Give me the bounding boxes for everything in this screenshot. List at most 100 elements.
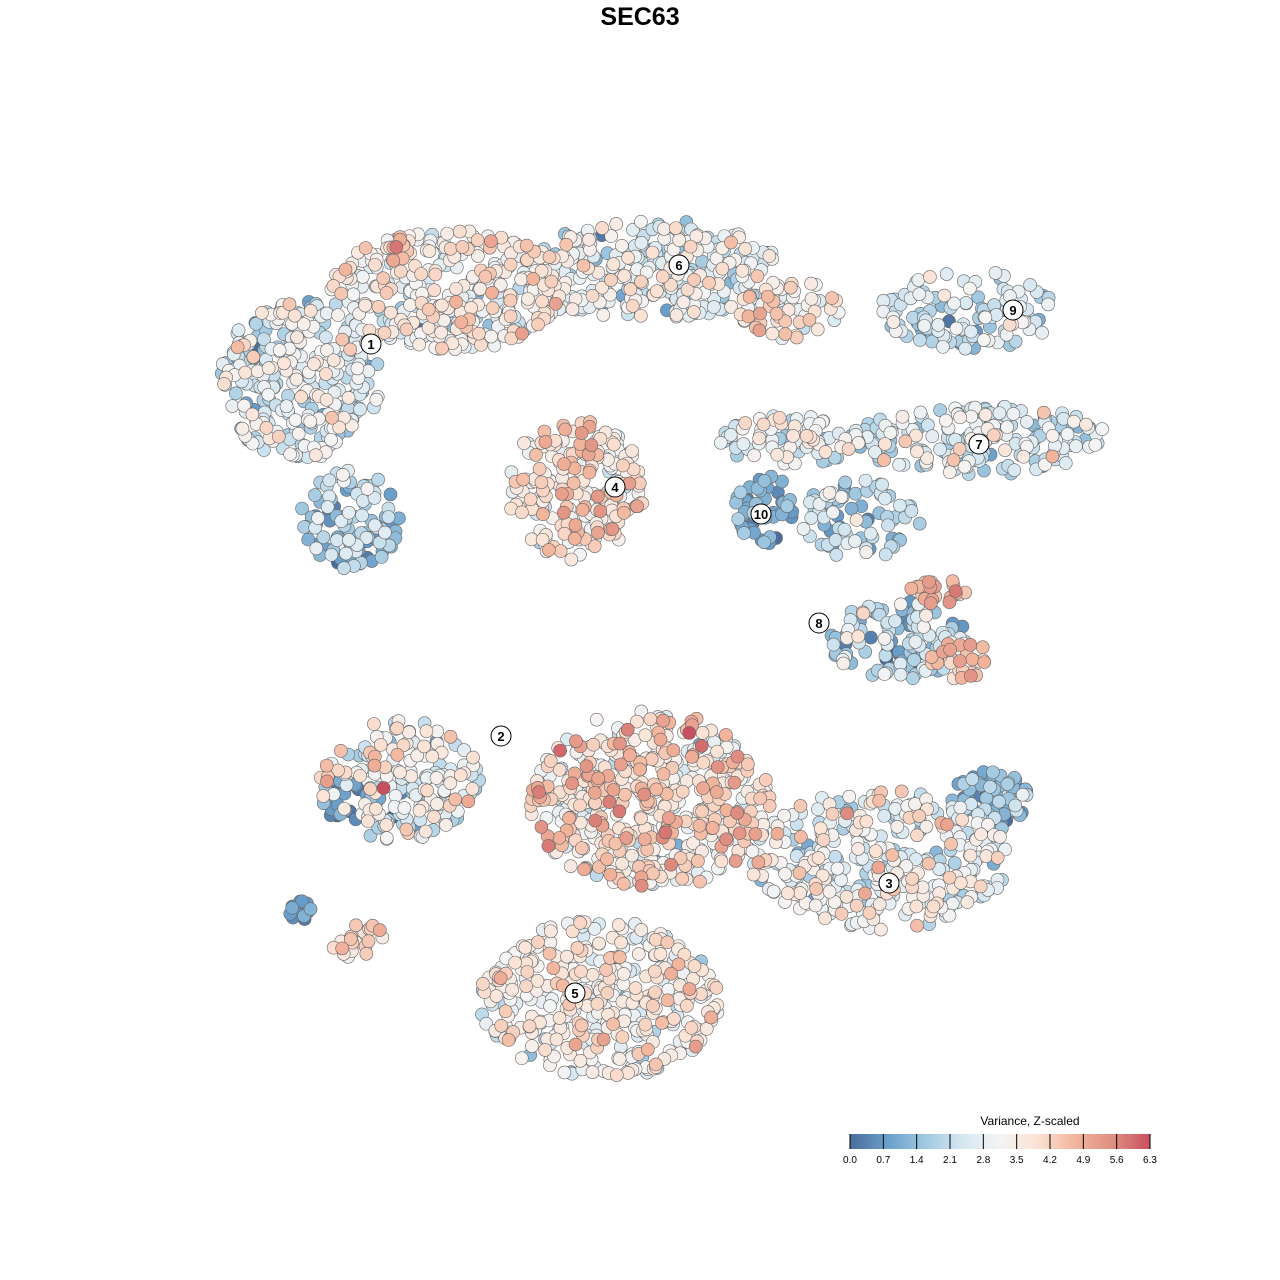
- data-point: [367, 758, 382, 773]
- data-point: [844, 501, 859, 516]
- data-point: [959, 296, 973, 310]
- data-point: [453, 768, 468, 782]
- data-point: [596, 308, 611, 322]
- data-point: [986, 765, 1000, 780]
- data-point: [653, 732, 668, 747]
- cluster-label: 1: [360, 333, 382, 355]
- data-point: [367, 518, 382, 533]
- data-point: [620, 722, 635, 737]
- data-point: [752, 431, 766, 446]
- data-point: [287, 308, 302, 323]
- data-point: [535, 294, 549, 309]
- data-point: [255, 306, 269, 320]
- data-point: [730, 806, 744, 820]
- data-point: [615, 856, 629, 871]
- data-point: [877, 453, 891, 467]
- data-point: [484, 234, 498, 248]
- data-point: [656, 713, 670, 728]
- data-point: [746, 867, 761, 882]
- data-point: [793, 799, 808, 813]
- legend-title: Variance, Z-scaled: [980, 1114, 1080, 1128]
- data-point: [811, 802, 825, 817]
- data-point: [973, 879, 988, 894]
- data-point: [531, 317, 545, 332]
- data-point: [602, 795, 617, 809]
- data-point: [655, 269, 670, 284]
- data-point: [793, 886, 807, 900]
- data-point: [910, 444, 924, 459]
- data-point: [341, 390, 356, 405]
- cluster-label-text: 7: [975, 437, 982, 452]
- data-point: [837, 522, 852, 537]
- data-point: [606, 257, 621, 271]
- data-point: [372, 923, 387, 937]
- data-point: [960, 895, 975, 910]
- data-point: [425, 749, 440, 764]
- data-point: [383, 487, 398, 502]
- data-point: [225, 399, 240, 413]
- data-point: [923, 270, 937, 284]
- colorbar-tick-label: 6.3: [1143, 1155, 1157, 1166]
- data-point: [279, 399, 294, 414]
- data-point: [650, 284, 664, 298]
- data-point: [828, 849, 842, 864]
- data-point: [544, 274, 559, 289]
- data-point: [858, 473, 873, 488]
- data-point: [986, 428, 1001, 443]
- data-point: [335, 941, 349, 956]
- data-point: [282, 297, 297, 312]
- data-point: [1060, 427, 1075, 441]
- data-point: [368, 257, 382, 272]
- data-point: [646, 999, 660, 1013]
- data-point: [604, 273, 618, 287]
- data-point: [963, 281, 977, 296]
- data-point: [983, 780, 997, 794]
- data-point: [582, 465, 597, 480]
- data-point: [573, 1053, 588, 1068]
- cluster-label-text: 3: [885, 876, 892, 891]
- data-point: [568, 1037, 583, 1052]
- data-point: [369, 801, 383, 816]
- data-point: [1000, 777, 1015, 791]
- data-point: [826, 637, 841, 652]
- data-point: [964, 324, 978, 339]
- data-point: [613, 950, 627, 965]
- colorbar-tick-label: 2.1: [943, 1155, 957, 1166]
- data-point: [585, 289, 600, 303]
- data-point: [1007, 463, 1022, 477]
- data-point: [384, 305, 398, 320]
- data-point: [802, 313, 817, 327]
- data-point: [358, 298, 372, 313]
- data-point: [668, 221, 683, 235]
- data-point: [309, 448, 323, 462]
- data-point: [919, 819, 934, 834]
- data-point: [863, 526, 878, 541]
- data-point: [440, 226, 454, 241]
- data-point: [326, 353, 341, 368]
- data-point: [470, 233, 485, 247]
- data-point: [616, 967, 631, 981]
- data-point: [981, 817, 995, 832]
- data-point: [355, 508, 369, 523]
- data-point: [553, 743, 567, 758]
- data-point: [1079, 417, 1093, 432]
- data-point: [371, 472, 385, 487]
- data-point: [566, 476, 581, 490]
- data-point: [553, 544, 568, 558]
- data-point: [905, 872, 919, 886]
- data-point: [859, 545, 874, 559]
- data-point: [683, 239, 698, 254]
- data-point: [603, 867, 618, 882]
- data-point: [858, 886, 872, 901]
- data-point: [964, 669, 978, 683]
- data-point: [235, 421, 250, 436]
- data-point: [963, 638, 978, 652]
- data-point: [963, 848, 978, 863]
- data-point: [361, 814, 375, 829]
- data-point: [577, 862, 591, 877]
- data-point: [355, 270, 370, 284]
- data-point: [799, 429, 814, 443]
- points-layer: [214, 214, 1109, 1082]
- data-point: [535, 532, 550, 547]
- data-point: [573, 798, 587, 813]
